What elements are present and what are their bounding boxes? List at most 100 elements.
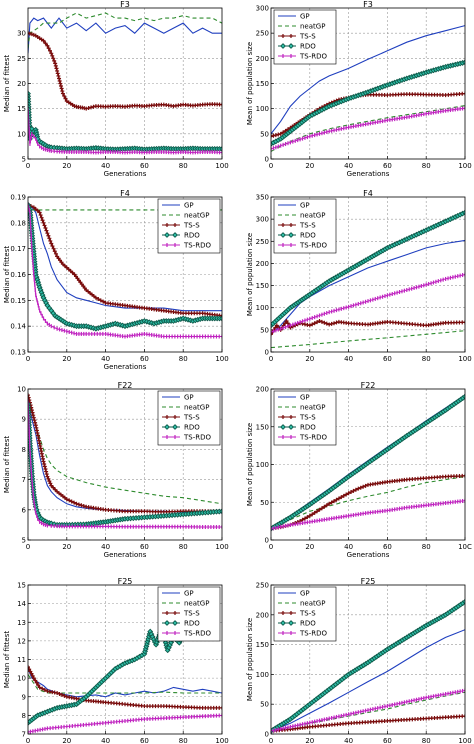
data-point	[273, 133, 278, 138]
x-tick-label: 20	[62, 543, 71, 551]
x-tick-label: 80	[422, 543, 431, 551]
legend-label: RDO	[300, 232, 316, 240]
y-axis-label: Median of fittest	[3, 55, 11, 113]
y-tick-label: 100	[256, 461, 269, 469]
legend-label: RDO	[184, 424, 200, 432]
data-point	[42, 464, 47, 469]
series-group	[271, 25, 465, 152]
data-point	[463, 714, 465, 719]
y-tick-label: 300	[256, 216, 269, 224]
data-point	[62, 94, 67, 99]
chart-title: F3	[120, 0, 130, 9]
data-point	[302, 516, 307, 521]
y-tick-label: 150	[256, 80, 269, 88]
data-point	[53, 251, 58, 256]
data-point	[55, 691, 60, 696]
y-tick-label: 50	[260, 701, 269, 709]
y-tick-label: 0.19	[10, 194, 26, 202]
data-point	[64, 497, 69, 502]
data-point	[349, 490, 354, 495]
data-point	[334, 320, 339, 325]
x-tick-label: 80	[422, 162, 431, 170]
x-tick-label: 0	[269, 162, 273, 170]
data-point	[47, 479, 52, 484]
legend-marker	[281, 415, 285, 419]
chart-panel-6: 0 20 40 60 80 10C 0 50 100 150 200 F22 Generations Me…	[246, 381, 472, 559]
data-point	[57, 691, 62, 696]
y-tick-label: 50	[260, 499, 269, 507]
data-point	[48, 481, 53, 486]
data-point	[319, 319, 324, 324]
data-point	[29, 671, 34, 676]
legend-marker	[173, 223, 177, 227]
x-tick-label: 100	[458, 162, 471, 170]
x-tick-label: 80	[179, 543, 188, 551]
chart-panel-4: 0 20 40 60 80 100 0 50 100 150 200 250 300 350 F4 Mean …	[246, 189, 472, 363]
legend-label: RDO	[184, 620, 200, 628]
data-point	[356, 486, 361, 491]
x-tick-label: 0	[26, 162, 30, 170]
data-point	[319, 506, 324, 511]
data-point	[28, 669, 33, 674]
x-tick-label: 80	[422, 737, 431, 744]
y-tick-label: 150	[256, 423, 269, 431]
data-point	[98, 298, 103, 303]
data-point	[28, 395, 31, 400]
chart-panel-8: 020406080100050100150200250F25Generation…	[246, 577, 472, 744]
legend-label: TS-RDO	[183, 242, 211, 250]
y-tick-label: 7	[22, 731, 26, 739]
data-point	[38, 213, 43, 218]
legend-marker	[289, 34, 293, 38]
legend-label: TS-S	[299, 414, 316, 422]
data-point	[91, 104, 96, 109]
data-point	[37, 210, 42, 215]
data-point	[363, 483, 368, 488]
y-tick-label: 30	[17, 30, 26, 38]
data-point	[315, 320, 320, 325]
data-point	[462, 59, 465, 66]
data-point	[46, 46, 51, 51]
data-point	[101, 299, 106, 304]
data-point	[58, 81, 63, 86]
x-tick-label: 0	[26, 355, 30, 363]
y-tick-label: 50	[260, 130, 269, 138]
data-point	[463, 320, 465, 325]
plot-frame	[27, 584, 223, 735]
plot-frame	[270, 7, 466, 160]
x-tick-label: 60	[140, 543, 149, 551]
legend-label: GP	[300, 394, 310, 402]
x-tick-label: 20	[305, 162, 314, 170]
y-tick-label: 0.14	[10, 323, 26, 331]
y-tick-label: 5	[22, 156, 26, 164]
series-group	[28, 201, 222, 339]
series-group	[28, 12, 222, 155]
series-line-neatgp	[271, 691, 465, 732]
data-point	[57, 76, 62, 81]
x-tick-label: 20	[305, 737, 314, 744]
data-point	[307, 513, 312, 518]
legend-box	[273, 198, 337, 254]
y-axis-label: Mean of population size	[246, 233, 254, 316]
y-tick-label: 0	[265, 156, 269, 164]
y-axis-label: Median of fittest	[3, 246, 11, 304]
legend-label: neatGP	[300, 23, 325, 31]
data-point	[49, 51, 54, 56]
data-point	[51, 485, 56, 490]
data-point	[334, 497, 339, 502]
x-tick-label: 40	[101, 543, 110, 551]
legend-label: GP	[184, 394, 194, 402]
data-point	[284, 319, 289, 323]
data-point	[67, 498, 72, 503]
data-point	[57, 78, 62, 83]
y-tick-label: 5	[22, 537, 26, 545]
y-tick-label: 15	[17, 105, 26, 113]
legend-box	[273, 586, 337, 642]
data-point	[54, 66, 59, 71]
y-tick-label: 300	[256, 5, 269, 13]
series-line-ts-rdo	[28, 714, 222, 733]
legend-marker	[165, 223, 169, 227]
x-tick-label: 60	[383, 737, 392, 744]
data-point	[49, 483, 54, 488]
data-point	[39, 215, 44, 220]
data-point	[51, 246, 56, 251]
